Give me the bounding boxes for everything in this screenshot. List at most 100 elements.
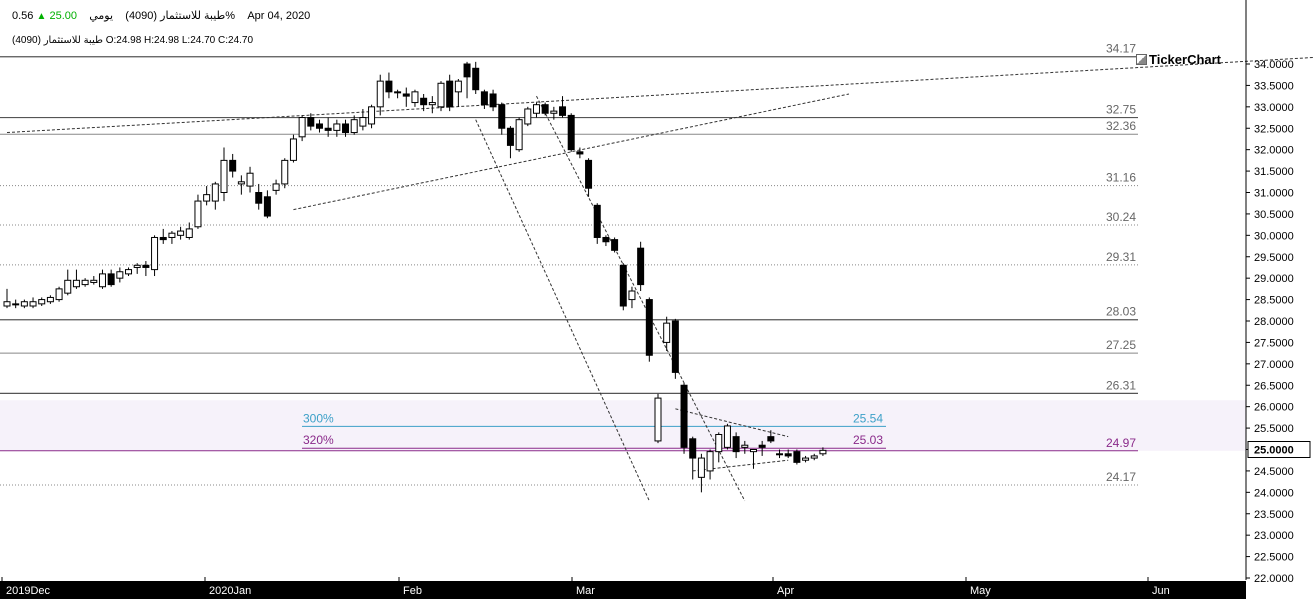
- candle-body: [98, 273, 106, 288]
- y-tick-label: 33.5000: [1254, 80, 1294, 92]
- candle-body: [220, 159, 228, 193]
- candle: [550, 106, 558, 120]
- candle-body: [281, 159, 289, 185]
- candle-body: [567, 114, 575, 151]
- candle-body: [229, 159, 237, 172]
- level-label: 26.31: [1106, 378, 1136, 392]
- candle-body: [463, 63, 471, 78]
- candle-body: [550, 110, 558, 114]
- candle-body: [133, 264, 141, 268]
- tickerchart-logo-icon: [1136, 54, 1147, 65]
- y-tick-label: 22.5000: [1254, 552, 1294, 564]
- candle-body: [168, 232, 176, 238]
- candle: [307, 113, 315, 131]
- candle: [281, 158, 289, 189]
- x-tick-label: 2020Jan: [209, 585, 251, 597]
- candle: [125, 267, 133, 277]
- candle-body: [64, 279, 72, 294]
- candle-body: [272, 183, 280, 191]
- candle-body: [524, 108, 532, 125]
- candle-body: [116, 271, 124, 279]
- x-tick-label: Jun: [1152, 585, 1170, 597]
- symbol-name: طيبة للاستثمار: [160, 10, 226, 22]
- candle: [55, 286, 63, 302]
- candle-body: [628, 290, 636, 301]
- candle-body: [654, 397, 662, 442]
- candle: [585, 158, 593, 197]
- candle: [637, 241, 645, 292]
- y-tick-label: 34.0000: [1254, 59, 1294, 71]
- level-label: 31.16: [1106, 171, 1136, 185]
- candle-body: [715, 434, 723, 453]
- candle-body: [585, 159, 593, 189]
- candle-body: [307, 117, 315, 127]
- candle-body: [793, 451, 801, 463]
- y-tick-label: 27.5000: [1254, 337, 1294, 349]
- candle: [133, 263, 141, 274]
- candle-body: [802, 457, 810, 461]
- y-tick-label: 24.5000: [1254, 466, 1294, 478]
- candle: [628, 286, 636, 309]
- up-arrow-icon: ▲: [36, 11, 47, 22]
- candle: [784, 449, 792, 459]
- logo-text: TickerChart: [1149, 52, 1222, 67]
- candle-body: [263, 196, 271, 217]
- candle-body: [107, 273, 115, 286]
- candle-body: [237, 181, 245, 185]
- ohlc-readout: طيبة للاستثمار (4090) O:24.98 H:24.98 L:…: [12, 35, 254, 46]
- header-date: Apr 04, 2020: [247, 10, 311, 22]
- y-tick-label: 22.0000: [1254, 573, 1294, 585]
- level-label: 24.17: [1106, 470, 1136, 484]
- y-tick-label: 26.5000: [1254, 380, 1294, 392]
- candle: [741, 440, 749, 454]
- candle: [506, 126, 514, 159]
- candle-body: [81, 279, 89, 286]
- candle: [559, 96, 567, 118]
- candle: [602, 235, 610, 247]
- candle: [255, 183, 263, 210]
- fib-level-percent: 300%: [303, 411, 334, 425]
- y-tick-label: 25.5000: [1254, 423, 1294, 435]
- candle: [220, 147, 228, 202]
- candle: [64, 269, 72, 296]
- candle-body: [506, 127, 514, 146]
- candle: [107, 269, 115, 287]
- last-price: 25.00: [49, 10, 77, 22]
- candle-body: [246, 172, 254, 187]
- candle: [619, 263, 627, 311]
- candle-body: [784, 453, 792, 457]
- candle-body: [671, 320, 679, 373]
- level-label: 34.17: [1106, 42, 1136, 56]
- period-label: يومي: [89, 10, 114, 22]
- candle-body: [255, 192, 263, 204]
- candle: [376, 74, 384, 116]
- candle-body: [437, 82, 445, 108]
- y-tick-label: 28.0000: [1254, 316, 1294, 328]
- candle-body: [29, 301, 37, 307]
- candle: [689, 436, 697, 480]
- candle: [454, 78, 462, 107]
- candle: [46, 295, 54, 304]
- candle: [12, 299, 20, 309]
- candle: [767, 430, 775, 444]
- candle-body: [177, 230, 185, 236]
- candle: [116, 267, 124, 283]
- candle: [437, 81, 445, 112]
- candle: [654, 393, 662, 444]
- x-tick-label: Feb: [403, 585, 422, 597]
- candle-body: [663, 322, 671, 343]
- candle: [480, 89, 488, 109]
- candle-body: [368, 106, 376, 125]
- candle: [758, 440, 766, 456]
- candle-body: [741, 444, 749, 448]
- candle: [611, 237, 619, 253]
- candle-body: [515, 119, 523, 151]
- candle-body: [480, 91, 488, 106]
- candle: [524, 106, 532, 127]
- candle-body: [498, 104, 506, 129]
- candle-body: [758, 444, 766, 448]
- candle: [272, 179, 280, 195]
- candle: [385, 72, 393, 99]
- level-label: 32.36: [1106, 119, 1136, 133]
